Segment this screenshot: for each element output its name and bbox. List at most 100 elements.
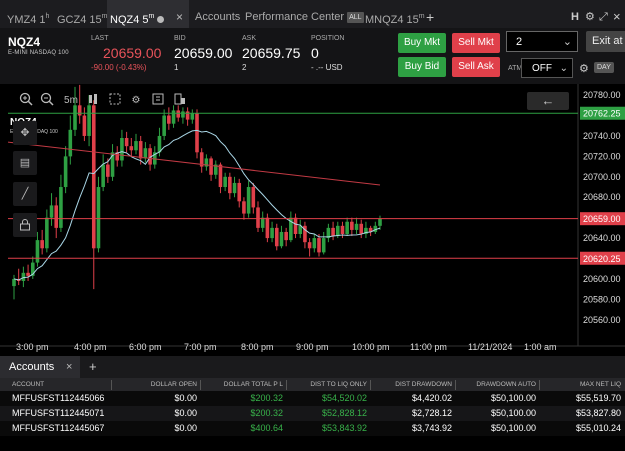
ask-price: 20659.75: [242, 45, 301, 61]
zoom-out-icon[interactable]: [38, 92, 56, 110]
accounts-table-header: ACCOUNT DOLLAR OPEN DOLLAR TOTAL P L DIS…: [0, 378, 625, 391]
candle-body: [246, 187, 251, 214]
candle-body: [77, 105, 82, 116]
candle-body: [378, 218, 382, 226]
quote-symbol-desc: E-MINI NASDAQ 100: [8, 50, 69, 56]
selection-icon[interactable]: [106, 92, 124, 110]
candle-body: [148, 148, 152, 165]
candle-body: [279, 231, 284, 247]
col-account[interactable]: ACCOUNT: [12, 381, 45, 388]
sell-ask-button[interactable]: Sell Ask: [452, 57, 500, 77]
tab-mnqz4[interactable]: MNQZ4 15m: [365, 13, 425, 26]
candle-body: [45, 217, 49, 249]
time-tick-label: 3:00 pm: [16, 342, 49, 352]
price-level-tag: [580, 212, 625, 226]
col-dollar-total-pl[interactable]: DOLLAR TOTAL P L: [223, 381, 283, 388]
day-badge[interactable]: DAY: [594, 62, 614, 73]
accounts-tab[interactable]: Accounts: [0, 356, 80, 378]
timeframe-button[interactable]: 5m: [64, 95, 78, 106]
candle-body: [120, 138, 124, 161]
price-chart[interactable]: 20780.0020760.0020740.0020720.0020700.00…: [0, 84, 625, 354]
col-dist-to-liq[interactable]: DIST TO LIQ ONLY: [310, 381, 367, 388]
candle-body: [223, 176, 227, 188]
add-tab-icon[interactable]: +: [426, 9, 435, 25]
candle-body: [232, 182, 237, 194]
window-close-icon[interactable]: ×: [613, 9, 621, 24]
candle-body: [307, 242, 312, 249]
accounts-add-icon[interactable]: +: [89, 359, 97, 374]
candle-body: [101, 164, 105, 188]
candle-body: [157, 135, 162, 153]
candle-body: [373, 225, 378, 232]
price-tick-label: 20680.00: [583, 192, 621, 202]
back-arrow-button[interactable]: ←: [527, 92, 569, 110]
indicators-icon[interactable]: [149, 92, 167, 110]
table-row[interactable]: MFFUSFST112445066 $0.00 $200.32 $54,520.…: [0, 391, 625, 406]
tab-gcz4[interactable]: GCZ4 15m: [57, 13, 108, 26]
templates-icon[interactable]: [171, 92, 189, 110]
unsaved-dot-icon: [157, 16, 165, 23]
col-dollar-open[interactable]: DOLLAR OPEN: [150, 381, 197, 388]
lock-icon[interactable]: [13, 213, 37, 237]
table-row[interactable]: MFFUSFST112445071 $0.00 $200.32 $52,828.…: [0, 406, 625, 421]
col-drawdown-auto[interactable]: DRAWDOWN AUTO: [476, 381, 536, 388]
price-tick-label: 20600.00: [583, 274, 621, 284]
time-tick-label: 1:00 am: [524, 342, 557, 352]
ask-size: 2: [242, 63, 247, 72]
atm-select[interactable]: OFF ⌄: [521, 58, 573, 78]
chevron-down-icon: ⌄: [562, 36, 572, 48]
chart-settings-icon[interactable]: ⚙: [131, 95, 141, 106]
accounts-close-icon[interactable]: ×: [66, 361, 73, 373]
tab-bar: YMZ4 1h GCZ4 15m NQZ4 5m × Accounts Perf…: [0, 0, 625, 28]
tab-accounts[interactable]: Accounts: [195, 11, 241, 23]
buy-bid-button[interactable]: Buy Bid: [398, 57, 446, 77]
candle-body: [195, 113, 199, 153]
chevron-down-icon: ⌄: [559, 63, 568, 74]
quote-bar: NQZ4 E-MINI NASDAQ 100 LAST 20659.00 -90…: [0, 28, 625, 84]
candle-body: [364, 227, 368, 234]
price-level-tag: [580, 251, 625, 265]
total-pl-cell: $200.32: [250, 393, 283, 403]
atm-settings-icon[interactable]: ⚙: [579, 63, 589, 75]
time-tick-label: 10:00 pm: [352, 342, 390, 352]
time-tick-label: 11/21/2024: [468, 342, 512, 352]
candle-type-icon[interactable]: [84, 92, 102, 110]
dollar-open-cell: $0.00: [174, 423, 197, 433]
candle-body: [274, 227, 279, 247]
tab-performance-center[interactable]: Performance Center ALL: [245, 11, 364, 23]
candle-body: [82, 115, 87, 136]
expand-icon[interactable]: ⤢: [599, 11, 608, 23]
tab-ymz4[interactable]: YMZ4 1h: [7, 13, 50, 26]
col-dist-drawdown[interactable]: DIST DRAWDOWN: [395, 381, 452, 388]
all-badge: ALL: [347, 12, 364, 23]
price-tick-label: 20700.00: [583, 172, 621, 182]
quantity-select[interactable]: 2 ⌄: [506, 31, 578, 52]
buy-mkt-button[interactable]: Buy Mkt: [398, 33, 446, 53]
candle-body: [326, 227, 331, 239]
chart-area[interactable]: 20780.0020760.0020740.0020720.0020700.00…: [0, 84, 625, 354]
candle-body: [354, 223, 359, 230]
candle-body: [162, 115, 166, 136]
candle-body: [167, 115, 171, 124]
price-level-tag: [580, 106, 625, 120]
tab-close-icon[interactable]: ×: [176, 10, 184, 24]
table-row[interactable]: MFFUSFST112445067 $0.00 $400.64 $53,843.…: [0, 421, 625, 436]
dd-auto-cell: $50,100.00: [490, 393, 536, 403]
h-icon[interactable]: H: [571, 11, 579, 23]
dd-auto-cell: $50,100.00: [490, 423, 536, 433]
time-tick-label: 11:00 pm: [410, 342, 447, 352]
dollar-open-cell: $0.00: [174, 393, 197, 403]
settings-gear-icon[interactable]: ⚙: [585, 11, 595, 23]
zoom-in-icon[interactable]: [17, 92, 35, 110]
time-tick-label: 6:00 pm: [129, 342, 162, 352]
sell-mkt-button[interactable]: Sell Mkt: [452, 33, 500, 53]
col-max-net-liq[interactable]: MAX NET LIQ: [579, 381, 621, 388]
crosshair-icon[interactable]: ✥: [13, 121, 37, 145]
draw-line-icon[interactable]: ╱: [13, 182, 37, 206]
tab-nqz4[interactable]: NQZ4 5m: [107, 0, 189, 28]
exit-at-mkt-button[interactable]: Exit at M: [586, 31, 625, 52]
time-tick-label: 4:00 pm: [74, 342, 107, 352]
candle-body: [124, 138, 129, 147]
candle-body: [331, 227, 335, 237]
notes-icon[interactable]: ▤: [13, 151, 37, 175]
